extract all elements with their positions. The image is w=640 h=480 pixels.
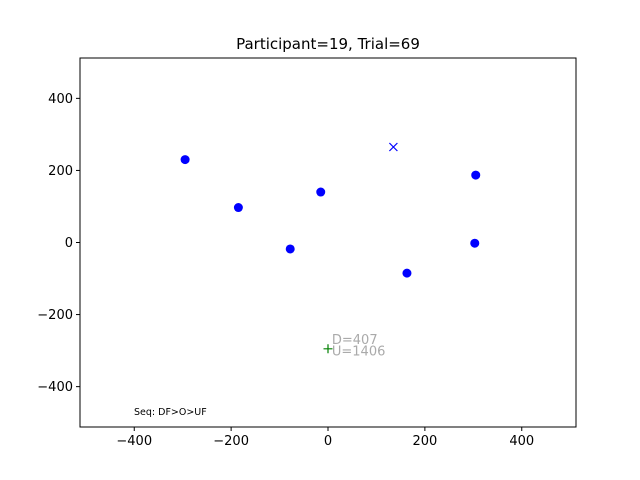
data-point [402, 268, 412, 278]
annotation-label: D=407 [332, 333, 378, 348]
plot-frame [79, 57, 577, 428]
y-tick-label: −400 [37, 380, 73, 395]
x-tick-label: 400 [509, 434, 534, 449]
chart-title: Participant=19, Trial=69 [236, 35, 420, 53]
x-tick-label: −200 [213, 434, 249, 449]
y-tick-label: −200 [37, 308, 73, 323]
annotation-label: U=1406 [332, 345, 386, 360]
origin-marker [323, 344, 333, 354]
data-point [471, 170, 481, 180]
x-tick-label: −400 [116, 434, 152, 449]
target-marker [388, 142, 398, 152]
x-tick-label: 200 [412, 434, 437, 449]
y-tick-label: 0 [65, 236, 73, 251]
sequence-label: Seq: DF>O>UF [134, 407, 207, 418]
data-points [180, 142, 481, 354]
data-point [316, 187, 326, 197]
data-point [470, 238, 480, 248]
x-tick-label: 0 [324, 434, 332, 449]
x-axis: −400 −200 0 200 400 [116, 427, 534, 449]
data-point [285, 244, 295, 254]
data-point [180, 155, 190, 165]
data-point [233, 203, 243, 213]
y-tick-label: 200 [48, 164, 73, 179]
y-tick-label: 400 [48, 92, 73, 107]
y-axis: −400 −200 0 200 400 [37, 92, 80, 395]
